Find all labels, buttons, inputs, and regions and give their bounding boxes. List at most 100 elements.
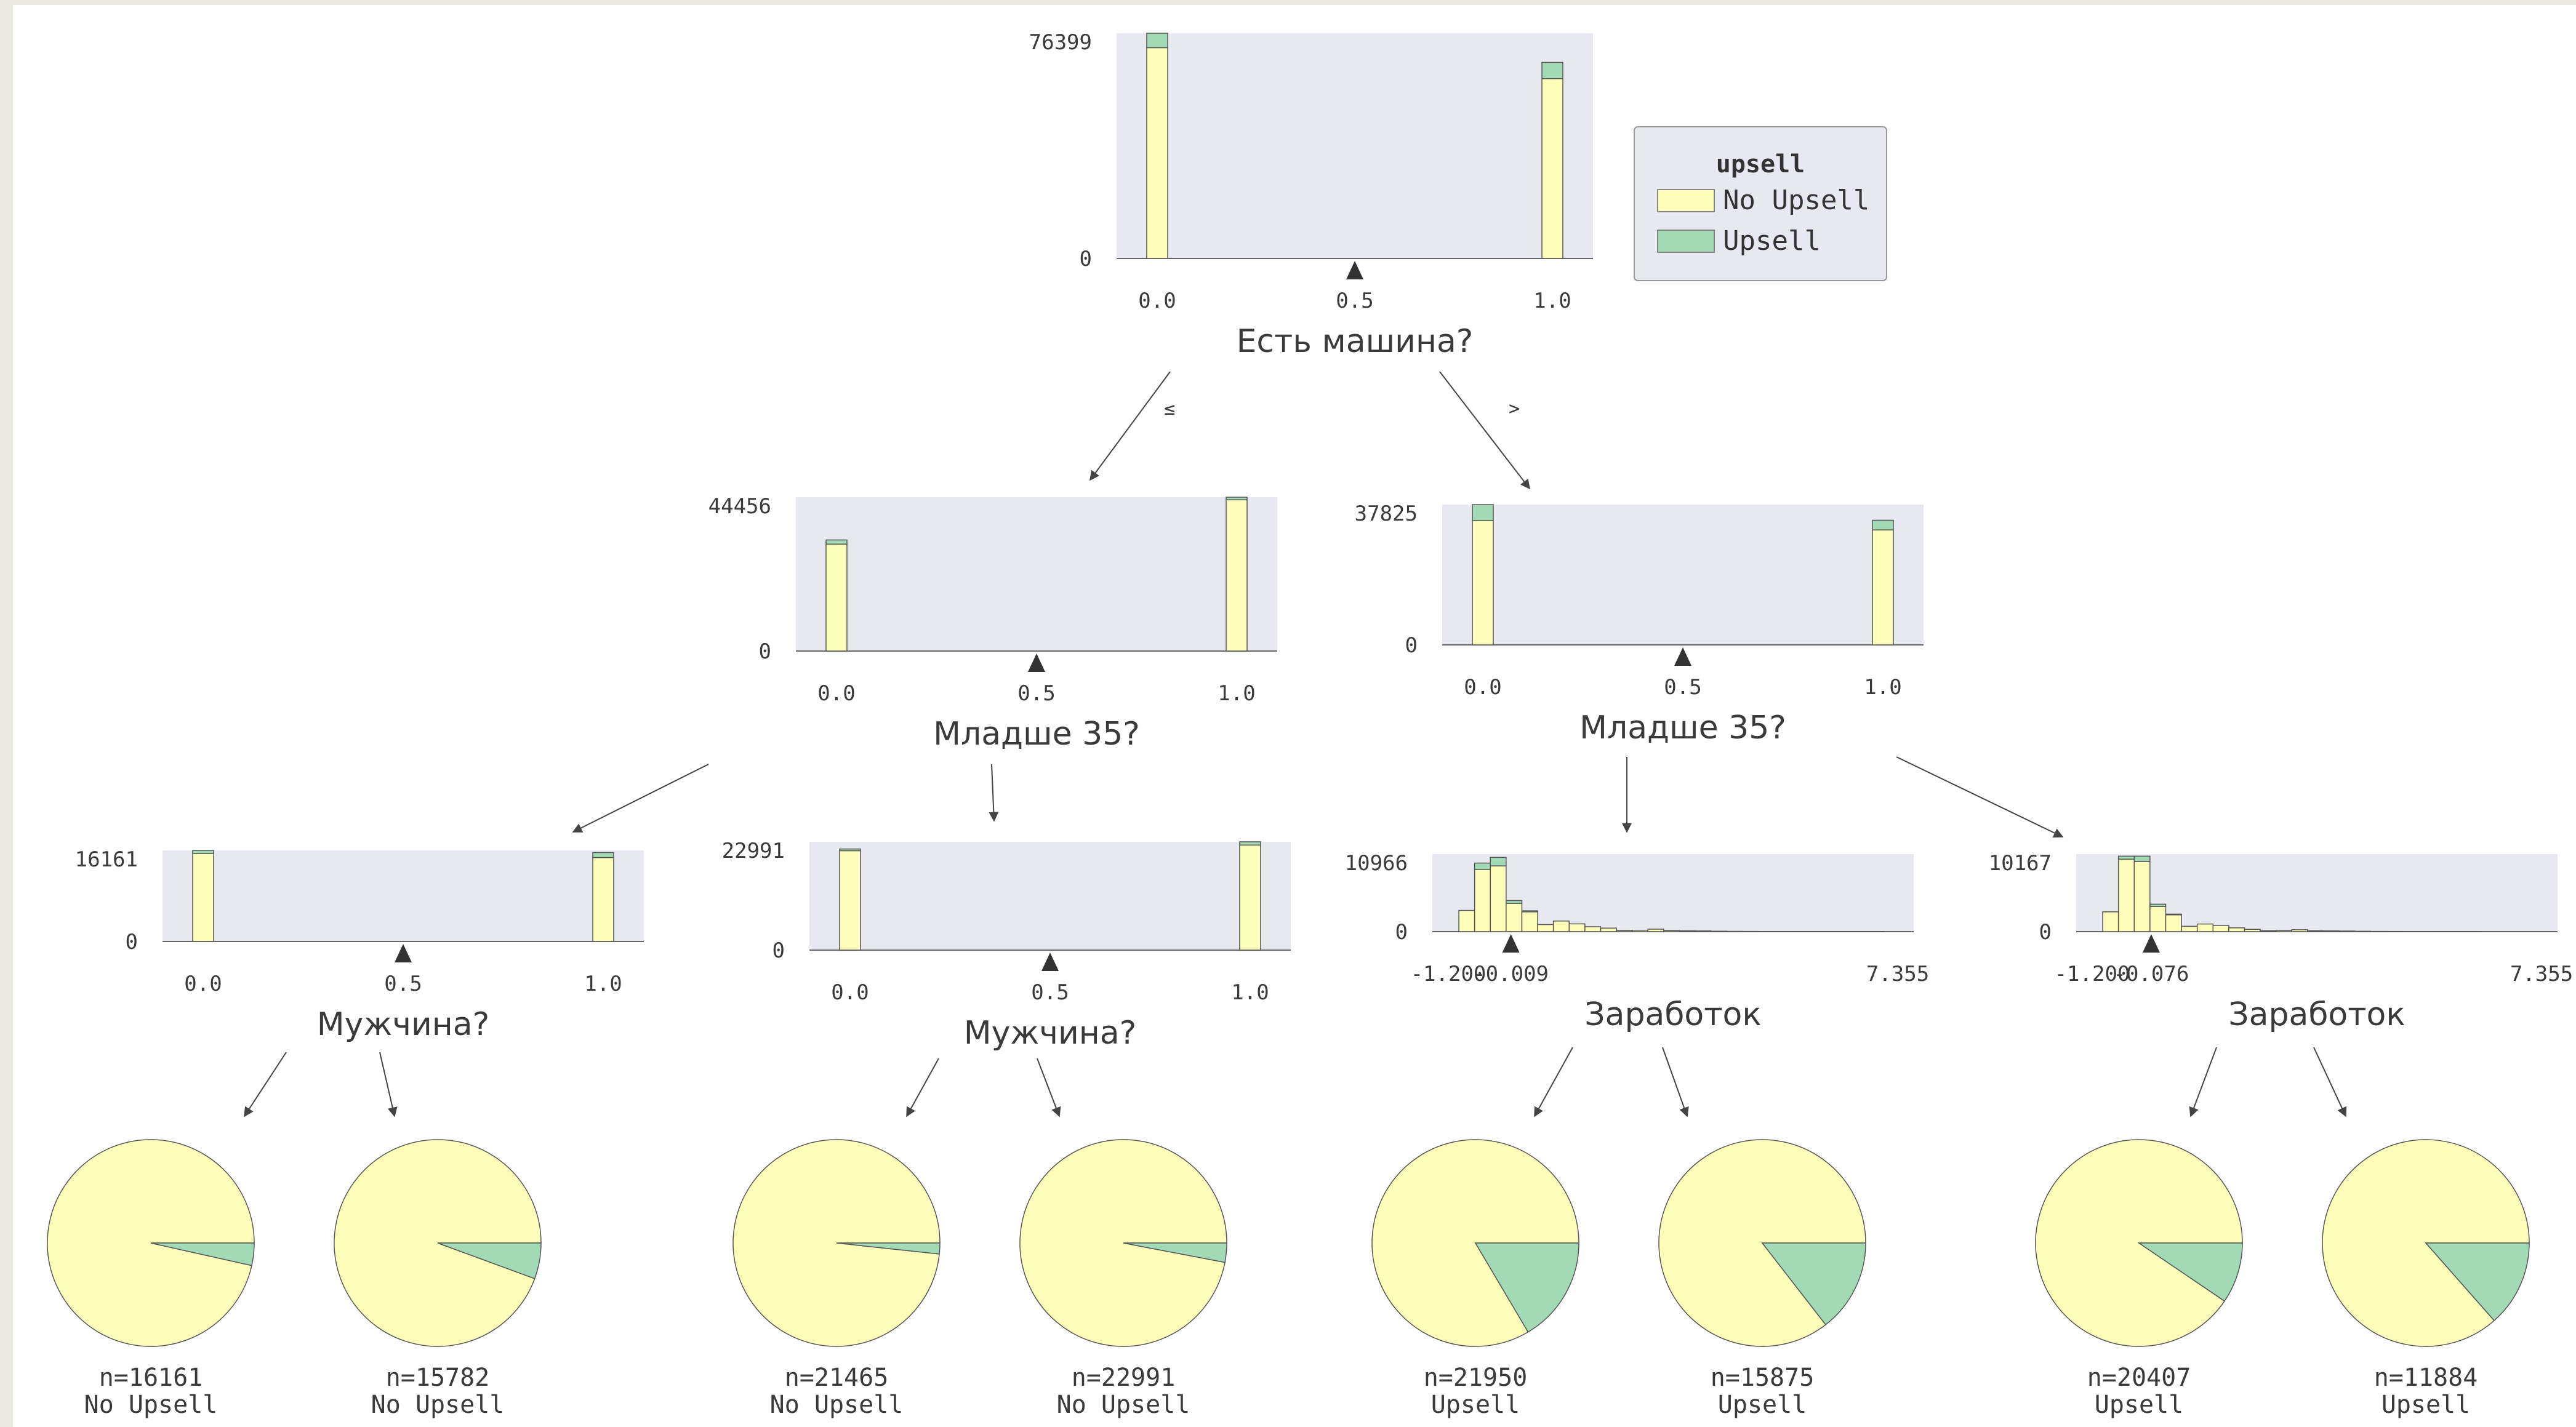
leaf-class-label: No Upsell	[1057, 1391, 1190, 1419]
y-min-label: 0	[1405, 633, 1418, 658]
bar-no-upsell	[1226, 499, 1248, 652]
split-marker-icon	[2142, 934, 2160, 953]
bar-no-upsell	[1710, 930, 1728, 932]
bar-no-upsell	[1584, 926, 1602, 932]
bar-no-upsell	[1537, 924, 1554, 932]
bar-upsell	[1521, 910, 1538, 913]
x-tick-label: 0.0	[1464, 675, 1501, 700]
y-min-label: 0	[126, 930, 138, 954]
bar-no-upsell	[1872, 529, 1894, 646]
bar-upsell	[825, 539, 848, 545]
x-tick-label: -0.009	[1473, 962, 1549, 986]
leaf-count-label: n=21950	[1424, 1364, 1528, 1392]
node-rr: 10167 0-1.200-0.076 7.355 Заработок	[1989, 851, 2574, 1033]
pie-slice-upsell	[2137, 1242, 2243, 1302]
bar-no-upsell	[1600, 927, 1617, 932]
x-tick-label: 0.5	[1336, 289, 1373, 313]
split-marker-icon	[395, 944, 412, 962]
bar-no-upsell	[1506, 903, 1523, 932]
x-tick-label: 0.0	[817, 681, 855, 706]
leaf-count-label: n=15782	[386, 1364, 490, 1392]
x-tick-label: 1.0	[584, 972, 622, 996]
leaf-count-label: n=20407	[2087, 1364, 2191, 1392]
y-max-label: 44456	[708, 494, 771, 519]
y-min-label: 0	[1395, 920, 1408, 945]
bar-no-upsell	[1490, 865, 1507, 932]
bar-upsell	[1506, 900, 1523, 904]
bar-no-upsell	[592, 857, 614, 942]
legend: upsell No Upsell Upsell	[1634, 126, 1887, 281]
bar-no-upsell	[2307, 930, 2324, 932]
bar-no-upsell	[2322, 930, 2340, 932]
x-tick-label: 0.0	[1138, 289, 1176, 313]
pie-slice-upsell	[836, 1242, 941, 1255]
pie-slice-upsell	[1123, 1242, 1227, 1263]
bar-no-upsell	[2275, 930, 2293, 932]
x-tick-label: 1.0	[1218, 681, 1255, 706]
bar-no-upsell	[1521, 911, 1538, 932]
leaf-class-label: No Upsell	[770, 1391, 904, 1419]
bar-no-upsell	[2102, 911, 2119, 932]
bar-upsell	[1472, 504, 1494, 521]
edge-label-gt: >	[1509, 398, 1520, 420]
bar-upsell	[192, 850, 214, 854]
bar-no-upsell	[1552, 921, 1570, 932]
bar-no-upsell	[2165, 914, 2182, 932]
edge-ll-leaf2	[379, 1052, 398, 1117]
edge-rl-leaf6	[1662, 1047, 1689, 1117]
bar-no-upsell	[1474, 869, 1491, 932]
feature-label: Есть машина?	[1237, 323, 1474, 360]
edge-root-right	[1439, 371, 1530, 490]
split-marker-icon	[1674, 647, 1691, 666]
bar-no-upsell	[1541, 78, 1563, 259]
decision-tree-diagram: upsell No Upsell Upsell ≤ > 76399 0 0.0 0.5…	[47, 30, 2574, 1419]
y-max-label: 76399	[1029, 30, 1092, 55]
split-marker-icon	[1346, 261, 1363, 279]
bar-upsell	[1226, 497, 1248, 501]
bar-no-upsell	[2228, 927, 2245, 932]
leaf-class-label: Upsell	[2095, 1391, 2184, 1419]
x-tick-label: -1.200	[1411, 962, 1487, 986]
bar-no-upsell	[825, 543, 848, 652]
edge-right-rr	[1896, 756, 2064, 837]
bar-upsell	[1490, 857, 1507, 866]
edge-lr-leaf4	[1037, 1058, 1061, 1117]
bar-no-upsell	[1146, 47, 1168, 259]
x-tick-label: 1.0	[1231, 980, 1269, 1005]
x-tick-label: -1.200	[2055, 962, 2130, 986]
y-min-label: 0	[2039, 920, 2052, 945]
node-plot-area	[163, 850, 644, 941]
bar-no-upsell	[2260, 930, 2277, 932]
bar-upsell	[592, 852, 614, 858]
y-min-label: 0	[772, 938, 785, 963]
bar-upsell	[839, 848, 861, 852]
bar-no-upsell	[839, 850, 861, 951]
leaf-class-label: Upsell	[2381, 1391, 2471, 1419]
node-plot-area	[1117, 33, 1593, 258]
node-rl: 10966 0-1.200-0.009 7.355 Заработок	[1345, 851, 1930, 1033]
node-plot-area	[809, 842, 1291, 950]
edge-label-le: ≤	[1164, 398, 1175, 420]
legend-label-no-upsell: No Upsell	[1723, 185, 1869, 216]
edge-rl-leaf5	[1534, 1047, 1573, 1117]
bar-no-upsell	[2244, 929, 2261, 932]
edge-root-left	[1089, 371, 1171, 481]
bar-no-upsell	[192, 853, 214, 942]
y-max-label: 10966	[1345, 851, 1408, 876]
pie-slice-upsell	[437, 1242, 542, 1279]
bar-no-upsell	[2196, 923, 2214, 932]
bar-no-upsell	[1695, 930, 1712, 932]
bar-no-upsell	[2117, 858, 2135, 932]
node-plot-area	[796, 497, 1277, 651]
bar-no-upsell	[1616, 930, 1633, 932]
y-min-label: 0	[1080, 247, 1092, 271]
bar-no-upsell	[1647, 929, 1664, 932]
